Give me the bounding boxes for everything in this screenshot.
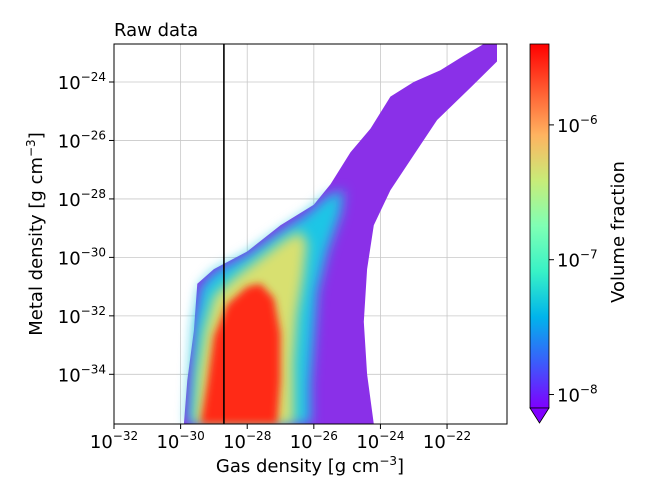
x-axis-ticks: 10−32 10−30 10−28 10−26 10−24 10−22	[90, 424, 471, 453]
y-axis-label: Metal density [g cm−3]	[24, 132, 47, 335]
heatmap	[183, 44, 497, 424]
colorbar-tick-label: 10−8	[557, 383, 598, 407]
colorbar-tick-label: 10−6	[557, 113, 598, 137]
colorbar-label: Volume fraction	[608, 161, 629, 303]
y-tick-label: 10−32	[58, 304, 106, 328]
x-tick-label: 10−32	[90, 429, 138, 453]
y-tick-label: 10−34	[58, 362, 106, 386]
x-tick-label: 10−30	[156, 429, 204, 453]
y-tick-label: 10−30	[58, 245, 106, 269]
chart-title: Raw data	[114, 20, 198, 41]
grid-lines	[113, 44, 507, 424]
colorbar-extend-min	[529, 407, 550, 424]
colorbar-tick-label: 10−7	[557, 248, 598, 272]
heatmap-region-peak	[200, 283, 281, 424]
x-tick-label: 10−26	[290, 429, 338, 453]
y-tick-label: 10−26	[58, 128, 106, 152]
y-tick-label: 10−24	[58, 70, 106, 94]
x-tick-label: 10−22	[423, 429, 471, 453]
x-tick-label: 10−24	[356, 429, 404, 453]
colorbar	[529, 43, 550, 409]
x-axis-label: Gas density [g cm−3]	[216, 454, 404, 477]
y-tick-label: 10−28	[58, 187, 106, 211]
plot-frame	[113, 43, 508, 425]
colorbar-ticks: 10−6 10−7 10−8	[549, 113, 598, 407]
x-tick-label: 10−28	[223, 429, 271, 453]
y-axis-ticks: 10−34 10−32 10−30 10−28 10−26 10−24	[58, 70, 114, 386]
